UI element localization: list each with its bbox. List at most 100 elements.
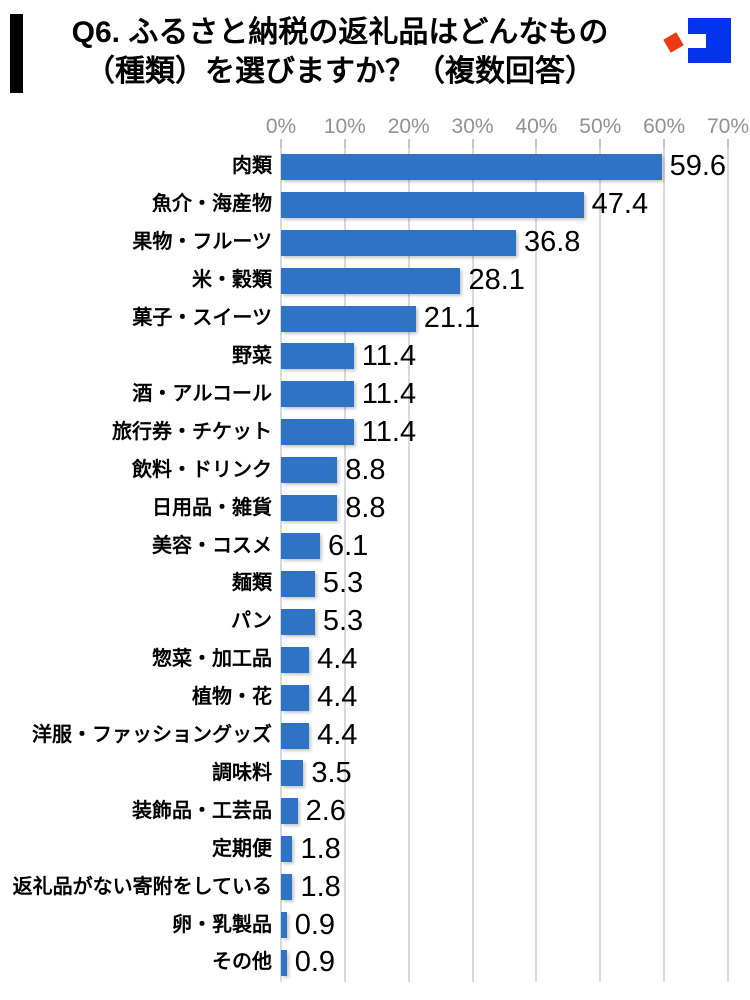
bar bbox=[281, 760, 304, 787]
chart-row: その他 0.9 bbox=[0, 944, 750, 982]
x-axis-label: 30% bbox=[451, 115, 494, 138]
value-label: 59.6 bbox=[669, 150, 727, 183]
x-axis-label: 20% bbox=[387, 115, 430, 138]
x-axis-tick bbox=[471, 139, 474, 148]
chart-rows: 肉類 59.6 魚介・海産物 47.4 果物・フルーツ 36.8 米・穀類 28.1 菓子・スイ… bbox=[0, 148, 750, 982]
chart-row: 洋服・ファッショングッズ 4.4 bbox=[0, 717, 750, 755]
bar-area: 4.4 bbox=[281, 679, 728, 717]
x-axis-label: 50% bbox=[579, 115, 622, 138]
chart-row: 植物・花 4.4 bbox=[0, 679, 750, 717]
bar bbox=[281, 229, 516, 256]
bar-area: 4.4 bbox=[281, 717, 728, 755]
bar-area: 11.4 bbox=[281, 338, 728, 376]
value-label: 28.1 bbox=[468, 264, 525, 297]
bar-area: 3.5 bbox=[281, 755, 728, 793]
value-label: 4.4 bbox=[317, 681, 358, 714]
value-label: 21.1 bbox=[423, 302, 481, 335]
value-label: 11.4 bbox=[361, 339, 417, 372]
category-label: 麺類 bbox=[232, 572, 272, 595]
bar-area: 0.9 bbox=[281, 906, 728, 944]
bar-area: 8.8 bbox=[281, 451, 728, 489]
value-label: 3.5 bbox=[311, 756, 352, 789]
value-label: 0.9 bbox=[294, 908, 336, 941]
x-axis-tick bbox=[343, 139, 346, 148]
chart-row: 定期便 1.8 bbox=[0, 830, 750, 868]
value-label: 5.3 bbox=[322, 567, 364, 600]
bar-area: 5.3 bbox=[281, 565, 728, 603]
gridline bbox=[343, 148, 346, 982]
chart-row: 肉類 59.6 bbox=[0, 148, 750, 186]
bar bbox=[281, 153, 662, 180]
bar bbox=[281, 191, 584, 218]
x-axis-tick bbox=[280, 139, 282, 148]
chart-row: 返礼品がない寄附をしている 1.8 bbox=[0, 868, 750, 906]
bar bbox=[281, 836, 293, 863]
x-axis-tick bbox=[535, 139, 538, 148]
category-label: 野菜 bbox=[232, 344, 272, 367]
value-label: 0.9 bbox=[294, 946, 336, 979]
category-label: 返礼品がない寄附をしている bbox=[12, 875, 272, 898]
category-label: 装飾品・工芸品 bbox=[132, 799, 272, 822]
category-label: 美容・コスメ bbox=[152, 534, 272, 557]
x-axis-tick bbox=[407, 139, 410, 148]
value-label: 4.4 bbox=[317, 719, 358, 752]
chart-row: 調味料 3.5 bbox=[0, 755, 750, 793]
bar-area: 36.8 bbox=[281, 224, 728, 262]
category-label: 植物・花 bbox=[192, 686, 272, 709]
brand-logo bbox=[663, 18, 735, 66]
page-title: Q6. ふるさと納税の返礼品はどんなもの （種類）を選びますか？（複数回答） bbox=[30, 13, 650, 91]
category-label: 旅行券・チケット bbox=[112, 420, 272, 443]
value-label: 2.6 bbox=[305, 794, 346, 827]
category-label: 定期便 bbox=[212, 837, 272, 860]
x-axis-tick bbox=[727, 139, 729, 148]
bar-area: 11.4 bbox=[281, 413, 728, 451]
category-label: 日用品・雑貨 bbox=[152, 496, 272, 519]
bar bbox=[281, 722, 310, 749]
value-label: 1.8 bbox=[300, 832, 341, 865]
category-label: 魚介・海産物 bbox=[152, 193, 272, 216]
x-axis: 0% 10% 20% 30% 40% 50% 60% 70% bbox=[266, 115, 749, 148]
bar bbox=[281, 381, 354, 408]
bar-area: 1.8 bbox=[281, 868, 728, 906]
chart-row: 惣菜・加工品 4.4 bbox=[0, 641, 750, 679]
x-axis-tick bbox=[599, 139, 602, 148]
x-axis-label: 60% bbox=[643, 115, 686, 138]
value-label: 47.4 bbox=[591, 188, 649, 221]
category-label: 肉類 bbox=[232, 155, 272, 178]
category-label: パン bbox=[231, 610, 272, 633]
value-label: 11.4 bbox=[361, 377, 417, 410]
page-title-line2: （種類）を選びますか？（複数回答） bbox=[85, 55, 595, 88]
gridlines bbox=[280, 148, 729, 982]
value-label: 1.8 bbox=[300, 870, 341, 903]
chart-row: パン 5.3 bbox=[0, 603, 750, 641]
bar bbox=[281, 343, 354, 370]
category-label: 菓子・スイーツ bbox=[132, 307, 272, 330]
bar-area: 5.3 bbox=[281, 603, 728, 641]
bar-area: 8.8 bbox=[281, 489, 728, 527]
chart-row: 麺類 5.3 bbox=[0, 565, 750, 603]
bar bbox=[281, 533, 320, 560]
bar-area: 6.1 bbox=[281, 527, 728, 565]
gridline bbox=[407, 148, 410, 982]
x-axis-tick bbox=[663, 139, 666, 148]
bar-area: 59.6 bbox=[281, 148, 728, 186]
bar bbox=[281, 570, 315, 597]
bar-area: 1.8 bbox=[281, 830, 728, 868]
bar-area: 2.6 bbox=[281, 792, 728, 830]
chart-row: 美容・コスメ 6.1 bbox=[0, 527, 750, 565]
value-label: 36.8 bbox=[523, 226, 581, 259]
gridline bbox=[535, 148, 538, 982]
bar bbox=[281, 646, 310, 673]
chart-row: 魚介・海産物 47.4 bbox=[0, 186, 750, 224]
title-accent-bar bbox=[10, 14, 23, 93]
chart-row: 日用品・雑貨 8.8 bbox=[0, 489, 750, 527]
bar bbox=[281, 457, 338, 484]
category-label: 米・穀類 bbox=[192, 269, 272, 292]
gridline bbox=[471, 148, 474, 982]
bar-area: 47.4 bbox=[281, 186, 728, 224]
value-label: 11.4 bbox=[361, 415, 417, 448]
bar-area: 28.1 bbox=[281, 262, 728, 300]
category-label: 卵・乳製品 bbox=[172, 913, 272, 936]
bar-area: 0.9 bbox=[281, 944, 728, 982]
